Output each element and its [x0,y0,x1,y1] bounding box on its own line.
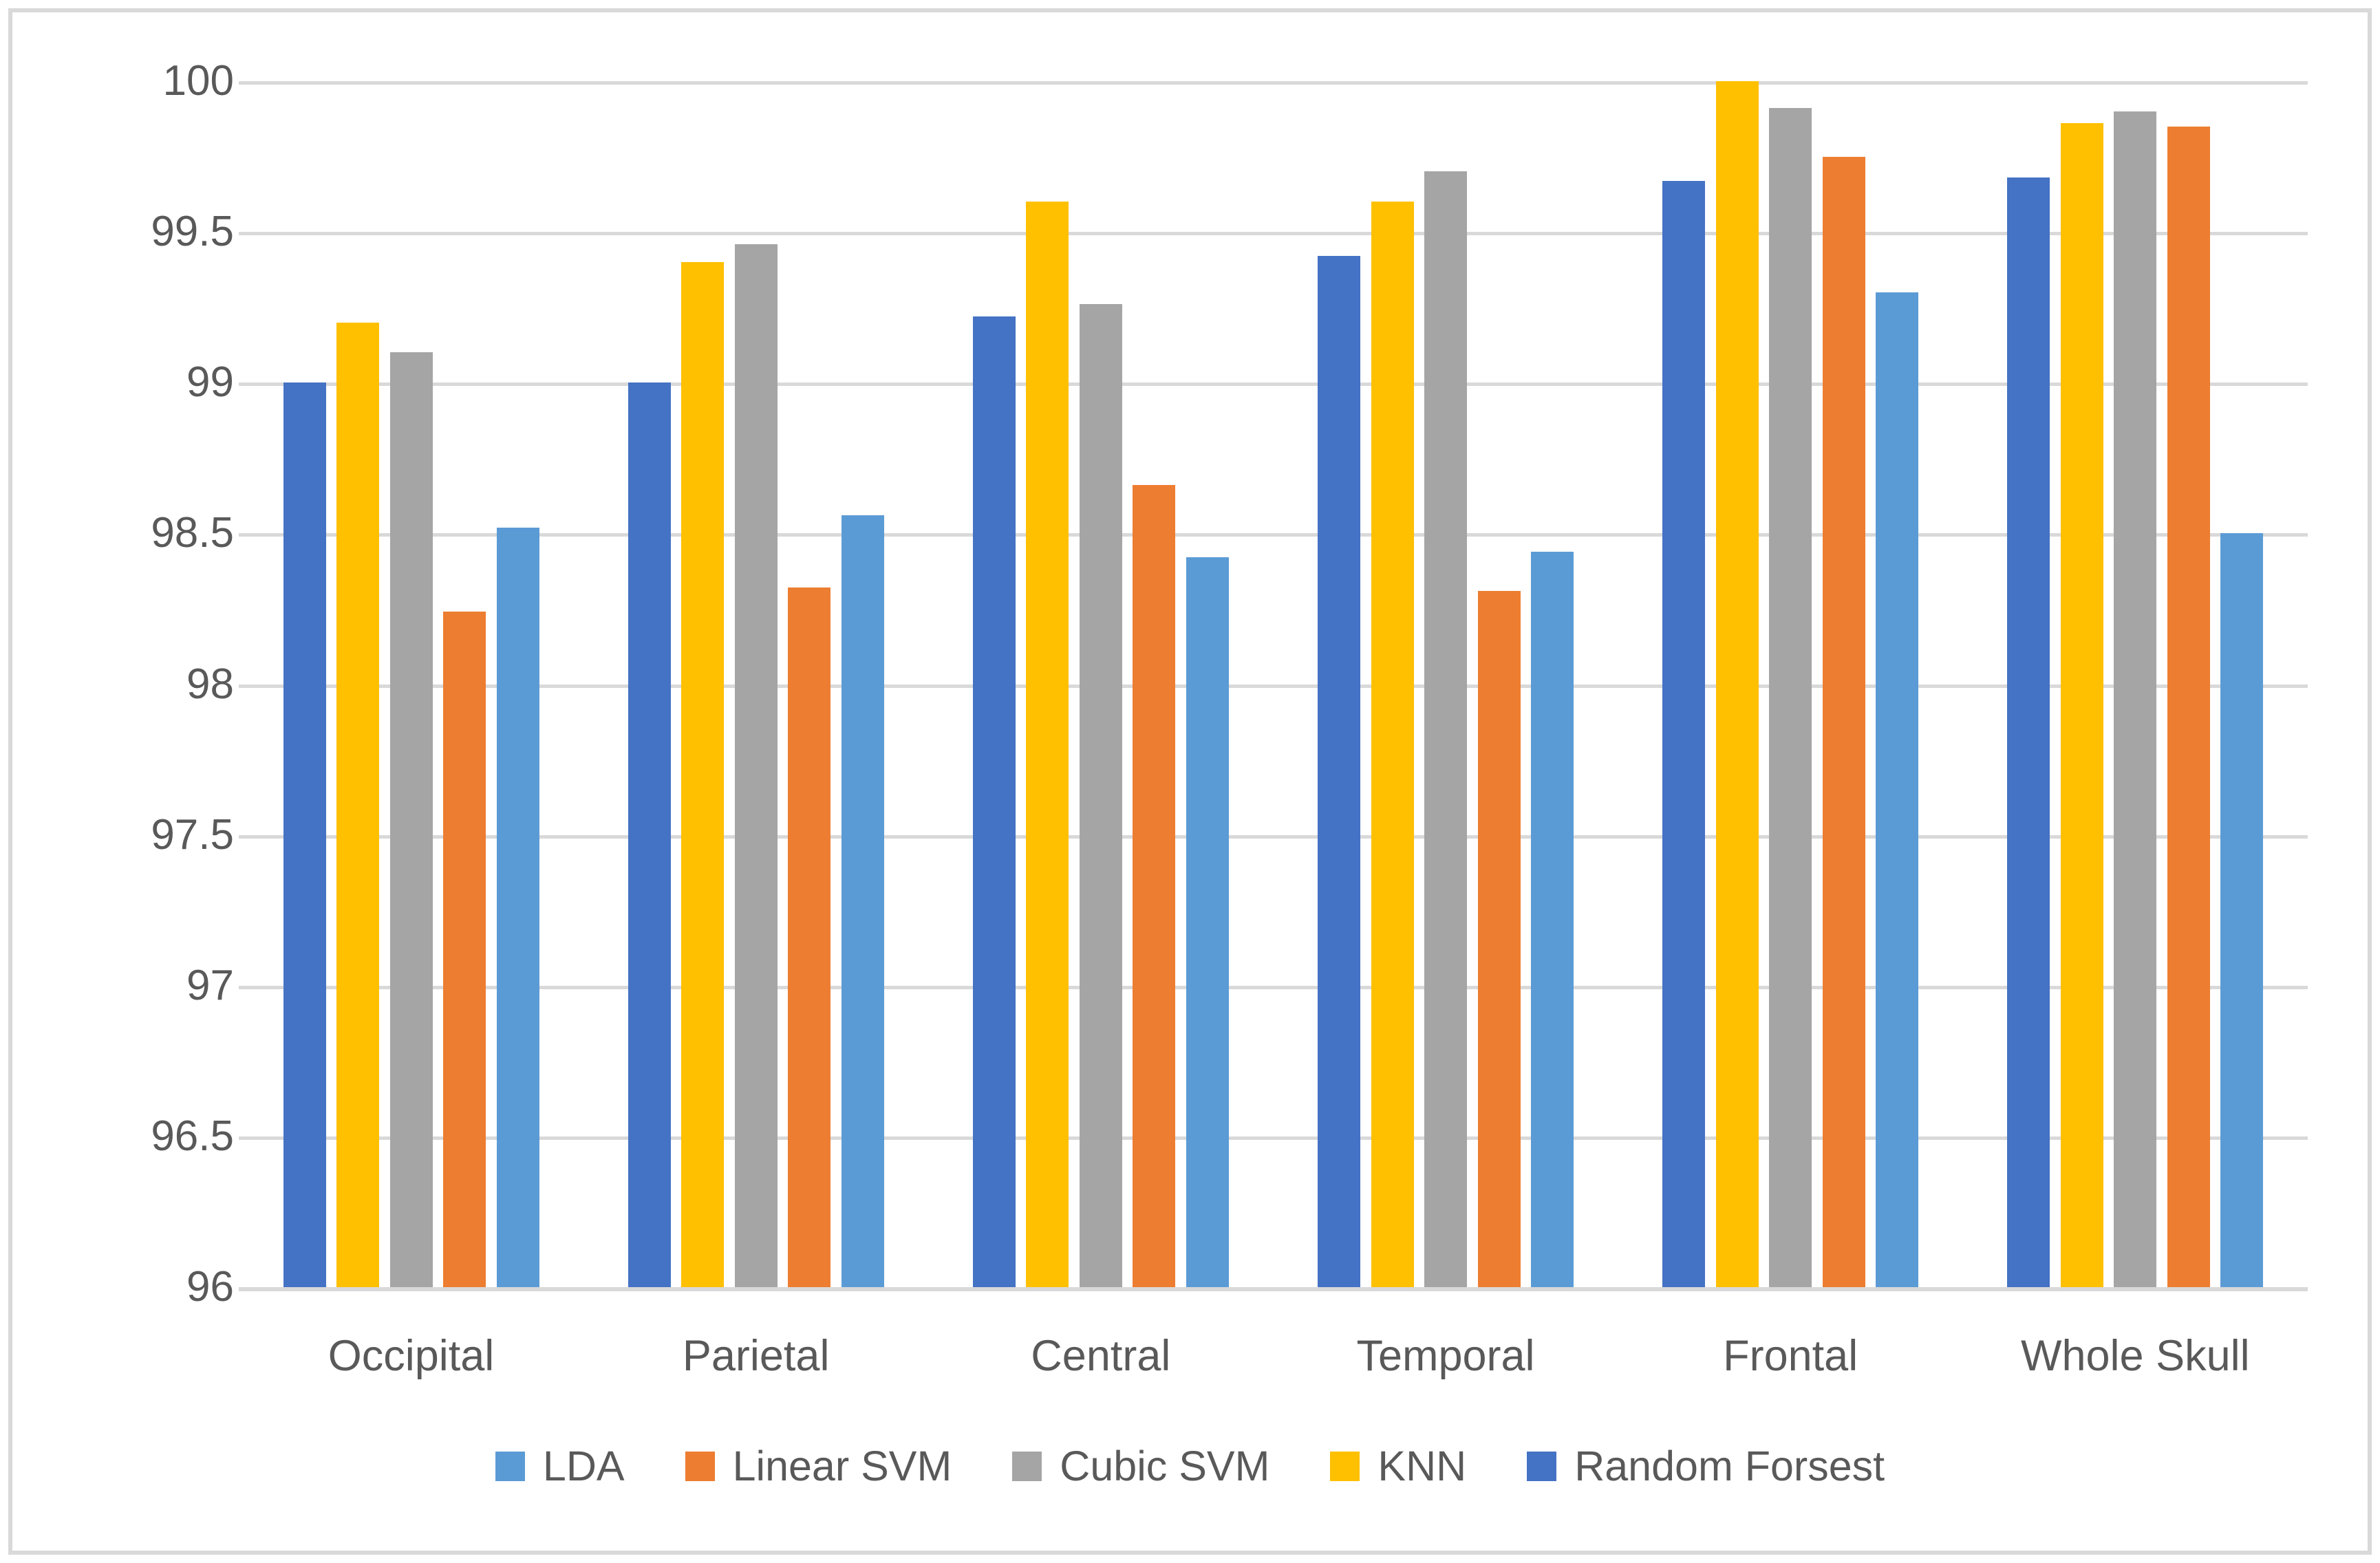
legend-swatch-icon [685,1451,715,1481]
bar-occipital-cubic-svm [389,352,433,1287]
x-category-label-central: Central [1031,1332,1171,1380]
bar-central-random-forsest [972,316,1016,1287]
bar-central-knn [1026,202,1069,1287]
gridline-y-99 [239,382,2308,387]
legend-item-lda: LDA [495,1441,625,1491]
bar-occipital-lda [496,527,539,1287]
bar-whole-skull-random-forsest [2007,177,2050,1287]
legend-item-knn: KNN [1330,1441,1466,1491]
y-tick-label-96: 96 [186,1263,234,1311]
bar-occipital-random-forsest [283,382,326,1287]
bar-parietal-random-forsest [628,382,671,1287]
legend-label: LDA [542,1443,625,1489]
gridline-y-96 [239,1287,2308,1291]
gridline-y-98 [239,684,2308,688]
legend-item-cubic-svm: Cubic SVM [1012,1441,1269,1491]
bar-central-linear-svm [1133,485,1176,1287]
y-tick-label-100: 100 [162,57,234,105]
legend-label: Random Forsest [1574,1443,1885,1489]
bar-parietal-lda [841,515,884,1287]
legend-item-linear-svm: Linear SVM [685,1441,952,1491]
bar-temporal-cubic-svm [1424,171,1468,1287]
legend-swatch-icon [495,1451,525,1481]
gridline-y-97.5 [239,834,2308,839]
x-category-label-whole-skull: Whole Skull [2021,1332,2250,1380]
x-category-label-parietal: Parietal [682,1332,830,1380]
y-tick-label-96.5: 96.5 [151,1112,234,1160]
bar-frontal-lda [1876,292,1919,1287]
y-tick-label-98.5: 98.5 [151,509,234,557]
chart-outer-border [8,8,2372,1555]
bar-frontal-random-forsest [1662,180,1706,1287]
bar-frontal-knn [1715,81,1759,1287]
bar-occipital-linear-svm [443,612,486,1287]
bar-whole-skull-knn [2060,123,2103,1287]
bar-temporal-random-forsest [1318,256,1361,1287]
gridline-y-99.5 [239,232,2308,236]
x-category-label-temporal: Temporal [1356,1332,1535,1380]
legend: LDA Linear SVM Cubic SVM KNN Random Forsest [0,1441,2380,1491]
legend-swatch-icon [1012,1451,1042,1481]
x-category-label-frontal: Frontal [1723,1332,1858,1380]
bar-whole-skull-linear-svm [2167,126,2210,1287]
bar-temporal-linear-svm [1477,590,1521,1287]
gridline-y-100 [239,81,2308,85]
y-tick-label-97: 97 [186,961,234,1009]
bar-temporal-knn [1371,202,1414,1287]
legend-item-random-forsest: Random Forsest [1527,1441,1885,1491]
bar-parietal-knn [681,261,725,1287]
bar-central-cubic-svm [1079,304,1122,1287]
bar-temporal-lda [1531,551,1574,1287]
legend-swatch-icon [1330,1451,1360,1481]
bar-central-lda [1186,557,1229,1287]
bar-whole-skull-lda [2220,533,2264,1287]
plot-area [239,81,2308,1291]
y-tick-label-97.5: 97.5 [151,810,234,859]
bar-parietal-cubic-svm [734,244,778,1287]
y-tick-label-99: 99 [186,358,234,407]
bar-frontal-cubic-svm [1769,108,1812,1287]
gridline-y-96.5 [239,1136,2308,1140]
x-category-label-occipital: Occipital [328,1332,495,1380]
legend-label: KNN [1377,1443,1467,1489]
legend-label: Linear SVM [732,1443,952,1489]
gridline-y-97 [239,985,2308,989]
y-tick-label-98: 98 [186,660,234,708]
bar-frontal-linear-svm [1822,156,1865,1287]
bar-parietal-linear-svm [788,588,831,1287]
bar-occipital-knn [336,322,380,1287]
legend-swatch-icon [1527,1451,1557,1481]
legend-label: Cubic SVM [1060,1443,1270,1489]
gridline-y-98.5 [239,533,2308,537]
bar-whole-skull-cubic-svm [2114,111,2157,1287]
y-tick-label-99.5: 99.5 [151,208,234,256]
